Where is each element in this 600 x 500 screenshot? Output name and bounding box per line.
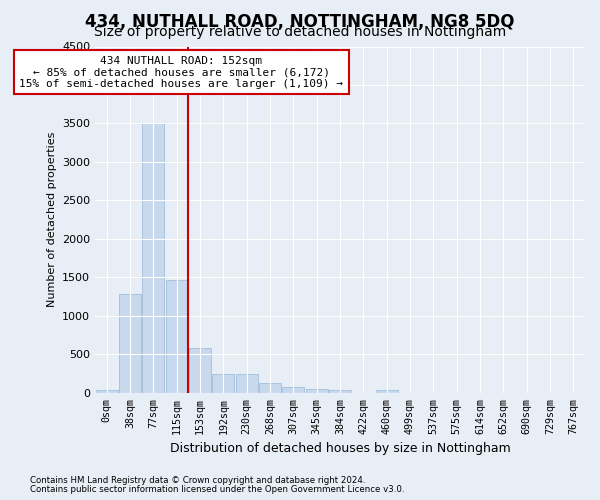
Bar [329, 390, 351, 393]
Bar [259, 383, 281, 393]
Bar [142, 124, 164, 393]
Bar [236, 374, 258, 393]
Bar [166, 280, 188, 393]
Y-axis label: Number of detached properties: Number of detached properties [47, 132, 56, 308]
Bar [376, 390, 398, 393]
Bar [119, 294, 141, 393]
Text: 434 NUTHALL ROAD: 152sqm
← 85% of detached houses are smaller (6,172)
15% of sem: 434 NUTHALL ROAD: 152sqm ← 85% of detach… [19, 56, 343, 89]
Bar [189, 348, 211, 393]
Text: Contains public sector information licensed under the Open Government Licence v3: Contains public sector information licen… [30, 485, 404, 494]
Bar [212, 374, 235, 393]
Text: Size of property relative to detached houses in Nottingham: Size of property relative to detached ho… [94, 25, 506, 39]
Bar [95, 390, 118, 393]
Text: Contains HM Land Registry data © Crown copyright and database right 2024.: Contains HM Land Registry data © Crown c… [30, 476, 365, 485]
Bar [305, 388, 328, 393]
X-axis label: Distribution of detached houses by size in Nottingham: Distribution of detached houses by size … [170, 442, 511, 455]
Text: 434, NUTHALL ROAD, NOTTINGHAM, NG8 5DQ: 434, NUTHALL ROAD, NOTTINGHAM, NG8 5DQ [85, 12, 515, 30]
Bar [282, 386, 304, 393]
